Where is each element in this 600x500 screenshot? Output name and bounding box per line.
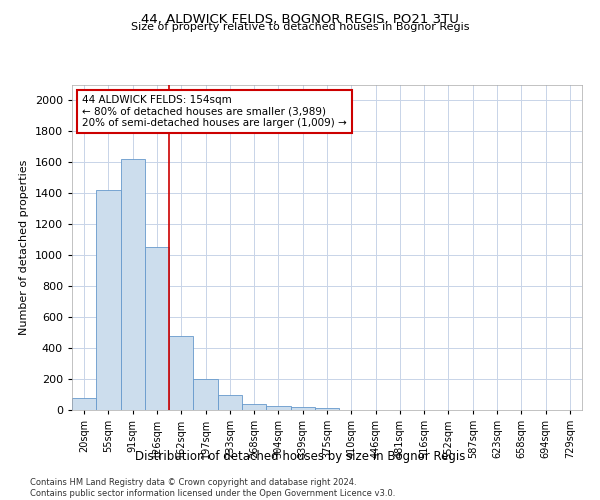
Text: Contains HM Land Registry data © Crown copyright and database right 2024.
Contai: Contains HM Land Registry data © Crown c… — [30, 478, 395, 498]
Bar — [315, 408, 339, 410]
Y-axis label: Number of detached properties: Number of detached properties — [19, 160, 29, 335]
Bar — [72, 398, 96, 410]
Bar — [96, 190, 121, 410]
Text: Distribution of detached houses by size in Bognor Regis: Distribution of detached houses by size … — [135, 450, 465, 463]
Bar — [169, 336, 193, 410]
Bar — [218, 394, 242, 410]
Bar — [145, 248, 169, 410]
Bar — [121, 160, 145, 410]
Text: 44, ALDWICK FELDS, BOGNOR REGIS, PO21 3TU: 44, ALDWICK FELDS, BOGNOR REGIS, PO21 3T… — [141, 12, 459, 26]
Bar — [193, 379, 218, 410]
Bar — [266, 406, 290, 410]
Bar — [242, 404, 266, 410]
Text: Size of property relative to detached houses in Bognor Regis: Size of property relative to detached ho… — [131, 22, 469, 32]
Bar — [290, 407, 315, 410]
Text: 44 ALDWICK FELDS: 154sqm
← 80% of detached houses are smaller (3,989)
20% of sem: 44 ALDWICK FELDS: 154sqm ← 80% of detach… — [82, 94, 347, 128]
